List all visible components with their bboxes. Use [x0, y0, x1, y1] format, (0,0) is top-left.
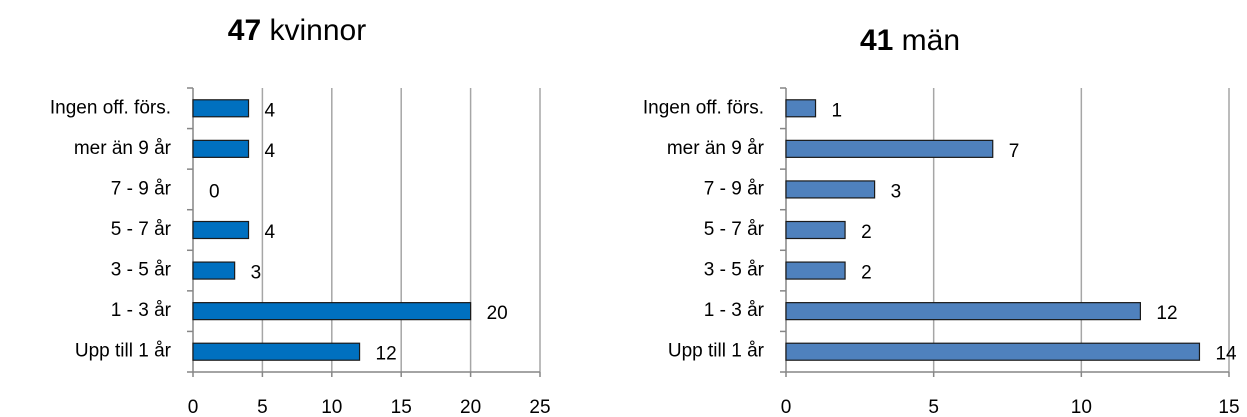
bar: [192, 261, 236, 280]
y-tick-label: 1 - 3 år: [704, 300, 765, 321]
data-label: 12: [1156, 303, 1177, 324]
y-tick-label: Upp till 1 år: [668, 341, 765, 362]
data-label: 3: [251, 263, 262, 284]
data-label: 0: [209, 181, 220, 202]
chart-title: 41 män: [860, 24, 960, 57]
x-tick-label: 5: [928, 397, 939, 417]
y-tick-label: 7 - 9 år: [111, 178, 172, 199]
chart-title: 47 kvinnor: [228, 14, 366, 47]
bar: [192, 342, 361, 361]
y-tick-label: 7 - 9 år: [704, 178, 765, 199]
bar: [785, 180, 876, 199]
bar: [192, 139, 250, 158]
data-label: 4: [265, 141, 276, 162]
y-tick-label: mer än 9 år: [74, 138, 172, 159]
title-text: kvinnor: [270, 14, 367, 47]
y-tick-label: 5 - 7 år: [111, 219, 172, 240]
y-tick-label: Upp till 1 år: [75, 341, 172, 362]
bar: [785, 220, 846, 240]
data-label: 20: [487, 303, 508, 324]
y-tick-label: Ingen off. förs.: [50, 97, 171, 118]
x-tick-label: 10: [1071, 397, 1092, 417]
bar: [785, 302, 1141, 321]
data-label: 4: [265, 222, 276, 243]
y-tick-label: mer än 9 år: [667, 138, 765, 159]
x-tick-label: 15: [391, 397, 412, 417]
title-count: 47: [228, 14, 261, 47]
bar: [785, 99, 817, 118]
bar: [192, 302, 472, 321]
y-tick-label: 5 - 7 år: [704, 219, 765, 240]
title-text: män: [902, 24, 960, 57]
data-label: 2: [861, 263, 872, 284]
y-tick-label: Ingen off. förs.: [643, 97, 764, 118]
data-label: 4: [265, 100, 276, 121]
x-tick-label: 5: [257, 397, 268, 417]
data-label: 2: [861, 222, 872, 243]
x-tick-label: 25: [529, 397, 550, 417]
data-label: 14: [1215, 344, 1237, 365]
bar: [785, 261, 846, 280]
y-tick-label: 3 - 5 år: [704, 260, 765, 281]
x-tick-label: 10: [321, 397, 342, 417]
y-tick-label: 1 - 3 år: [111, 300, 172, 321]
data-label: 1: [832, 100, 843, 121]
x-tick-label: 0: [781, 397, 792, 417]
bar: [785, 342, 1201, 361]
data-label: 7: [1009, 141, 1020, 162]
bar: [785, 139, 994, 158]
x-tick-label: 15: [1218, 397, 1239, 417]
data-label: 3: [891, 181, 902, 202]
x-tick-label: 20: [460, 397, 481, 417]
bar: [192, 220, 250, 240]
bar: [192, 99, 250, 118]
x-tick-label: 0: [188, 397, 199, 417]
title-count: 41: [860, 24, 893, 57]
y-tick-label: 3 - 5 år: [111, 260, 172, 281]
data-label: 12: [376, 344, 397, 365]
